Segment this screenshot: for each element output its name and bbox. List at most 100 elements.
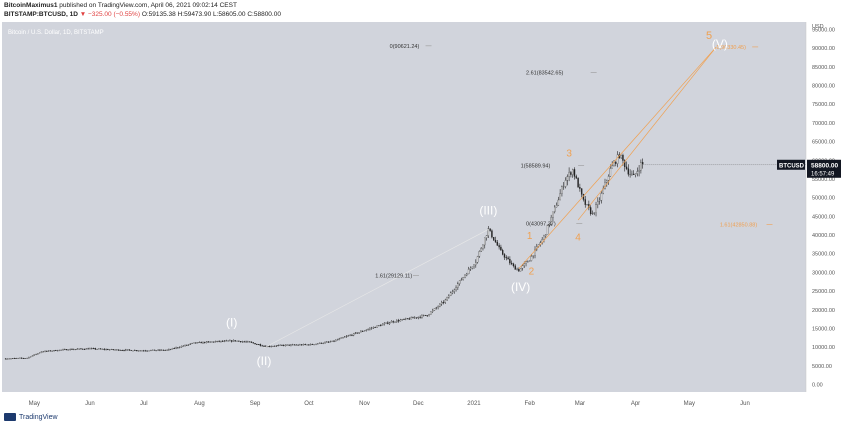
candle-body xyxy=(338,338,341,340)
candle-body xyxy=(69,348,71,351)
candle-body xyxy=(308,344,310,346)
candle-body xyxy=(33,354,36,356)
candle-body xyxy=(132,350,134,352)
candle-body xyxy=(238,340,240,342)
candle-body xyxy=(229,340,231,342)
candle-body xyxy=(263,345,265,347)
candle-body xyxy=(554,206,556,213)
price-tag[interactable] xyxy=(807,159,841,178)
candle-body xyxy=(274,345,276,347)
wave-label: 5 xyxy=(706,30,712,42)
candle-body xyxy=(257,344,260,346)
fib-level-label: 2.61(83542.65) xyxy=(526,70,563,76)
candle-body xyxy=(595,204,597,213)
candle-body xyxy=(222,340,224,342)
candle-body xyxy=(379,325,382,327)
candle-body xyxy=(148,350,150,352)
candle-body xyxy=(110,349,113,350)
candle-body xyxy=(71,348,73,350)
candle-body xyxy=(353,333,355,336)
candle-body xyxy=(464,274,466,278)
candle-body xyxy=(611,165,613,169)
candle-body xyxy=(159,349,161,351)
candle-body xyxy=(633,173,635,175)
candle-body xyxy=(471,266,473,269)
candle-body xyxy=(13,358,16,360)
candle-body xyxy=(202,341,204,344)
price-axis[interactable] xyxy=(806,22,850,412)
candle-body xyxy=(83,349,86,350)
candle-body xyxy=(482,244,484,249)
candle-body xyxy=(457,283,459,288)
candle-body xyxy=(74,349,77,350)
fib-connector-line xyxy=(263,229,489,349)
candle-body xyxy=(609,168,612,177)
candle-body xyxy=(392,321,394,323)
candle-body xyxy=(550,217,552,225)
candle-body xyxy=(290,344,292,346)
candle-body xyxy=(480,248,482,252)
candle-body xyxy=(306,344,308,346)
candle-body xyxy=(509,259,511,264)
candle-body xyxy=(62,349,64,351)
candle-body xyxy=(505,257,507,259)
candle-body xyxy=(46,350,48,352)
y-tick-label: 15000.00 xyxy=(812,326,835,332)
candle-body xyxy=(396,320,398,323)
candle-body xyxy=(107,349,109,351)
candle-body xyxy=(410,317,412,320)
candle-body xyxy=(44,350,46,352)
candle-body xyxy=(216,340,219,342)
wave-label: (IV) xyxy=(511,280,530,294)
candle-body xyxy=(236,340,238,342)
candle-body xyxy=(469,267,472,270)
candle-body xyxy=(65,349,68,351)
candle-body xyxy=(130,349,132,351)
fib-level-label: 1(90330.45) xyxy=(716,45,746,51)
author-name[interactable]: BitcoinMaximus1 xyxy=(4,2,58,9)
candle-body xyxy=(214,341,217,343)
candle-body xyxy=(15,358,18,359)
candle-body xyxy=(586,204,588,206)
candle-body xyxy=(496,242,499,246)
candle-body xyxy=(365,329,368,331)
plot-area[interactable] xyxy=(2,22,806,392)
candle-body xyxy=(606,180,608,183)
candle-body xyxy=(293,344,296,346)
y-tick-label: 90000.00 xyxy=(812,46,835,52)
candle-body xyxy=(485,235,488,239)
candle-body xyxy=(598,200,601,202)
candle-body xyxy=(91,348,93,350)
wave-label: (V) xyxy=(712,37,728,51)
candle-body xyxy=(243,341,245,343)
candle-body xyxy=(600,193,603,201)
price-chart[interactable]: Bitcoin / U.S. Dollar, 1D, BITSTAMP USD 0.… xyxy=(0,22,850,412)
candle-body xyxy=(579,187,581,189)
candle-body xyxy=(580,188,583,195)
candle-body xyxy=(566,176,569,181)
candle-body xyxy=(493,237,495,241)
candle-body xyxy=(500,246,502,251)
candle-body xyxy=(161,349,163,351)
candle-body xyxy=(570,172,572,175)
candle-body xyxy=(304,344,306,345)
candle-body xyxy=(204,341,206,343)
candle-body xyxy=(143,350,145,352)
candle-body xyxy=(385,322,387,324)
candle-body xyxy=(225,340,228,342)
symbol-tag[interactable] xyxy=(777,159,805,170)
candle-body xyxy=(525,261,527,264)
candle-body xyxy=(320,342,323,344)
y-tick-label: 45000.00 xyxy=(812,214,835,220)
time-axis[interactable] xyxy=(0,392,806,412)
candle-body xyxy=(378,325,380,327)
projection-line xyxy=(577,46,717,221)
candle-body xyxy=(460,279,463,281)
candle-body xyxy=(354,332,357,334)
x-tick-label: Oct xyxy=(304,401,314,407)
candle-body xyxy=(80,348,82,350)
chart-title: Bitcoin / U.S. Dollar, 1D, BITSTAMP xyxy=(8,30,104,36)
candle-body xyxy=(144,350,147,352)
candle-body xyxy=(591,213,594,215)
y-tick-label: 30000.00 xyxy=(812,270,835,276)
